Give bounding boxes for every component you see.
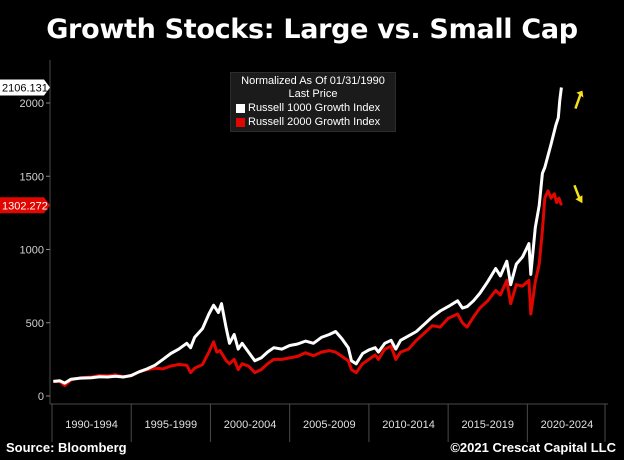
series-line-large-cap <box>53 87 563 385</box>
y-tick-label: 0 <box>38 391 44 403</box>
y-tick-label: 1000 <box>20 245 44 257</box>
last-price-tag-large-cap: 2106.131 <box>0 79 50 96</box>
last-price-tag-large-cap-text: 2106.131 <box>2 82 48 94</box>
chart-title: Growth Stocks: Large vs. Small Cap <box>46 14 578 45</box>
x-tick-label: 2000-2004 <box>224 419 277 431</box>
legend-item-large-cap: Russell 1000 Growth Index <box>231 101 395 115</box>
last-price-tag-large-cap-shape <box>0 79 50 96</box>
copyright-note: ©2021 Crescat Capital LLC <box>450 440 616 455</box>
last-price-tag-small-cap-shape <box>0 197 50 214</box>
legend-label-small-cap: Russell 2000 Growth Index <box>248 116 381 128</box>
label-layer: 0 500 1000 1500 2000 1990-1994 1995-1999 2000-2… <box>0 79 593 431</box>
y-tick-label: 500 <box>26 318 44 330</box>
legend-swatch-small-cap <box>236 117 245 127</box>
legend-item-small-cap: Russell 2000 Growth Index <box>231 115 395 129</box>
x-tick-label: 2020-2024 <box>541 419 594 431</box>
arrow-up-icon-head <box>576 90 584 98</box>
x-tick-label: 2015-2019 <box>461 419 514 431</box>
y-tick-label: 2000 <box>20 98 44 110</box>
x-tick-label: 1990-1994 <box>65 419 118 431</box>
last-price-tag-small-cap-text: 1302.272 <box>2 200 48 212</box>
x-tick-label: 1995-1999 <box>145 419 198 431</box>
arrow-up-icon <box>574 94 582 110</box>
arrow-down-icon <box>573 184 581 199</box>
legend-header-last-price: Last Price <box>288 88 338 100</box>
last-price-tag-small-cap: 1302.272 <box>0 197 50 214</box>
legend-header-date: Normalized As Of 01/31/1990 <box>241 75 385 87</box>
source-note: Source: Bloomberg <box>6 440 127 455</box>
chart-legend: Normalized As Of 01/31/1990 Last Price R… <box>230 72 396 132</box>
x-tick-label: 2010-2014 <box>382 419 435 431</box>
x-tick-label: 2005-2009 <box>303 419 356 431</box>
legend-label-large-cap: Russell 1000 Growth Index <box>248 102 381 114</box>
series-layer <box>53 87 563 387</box>
legend-swatch-large-cap <box>236 103 245 113</box>
series-line-small-cap <box>53 189 563 387</box>
arrow-down-icon-head <box>575 195 583 204</box>
axis-layer <box>46 60 608 442</box>
y-tick-label: 1500 <box>20 171 44 183</box>
